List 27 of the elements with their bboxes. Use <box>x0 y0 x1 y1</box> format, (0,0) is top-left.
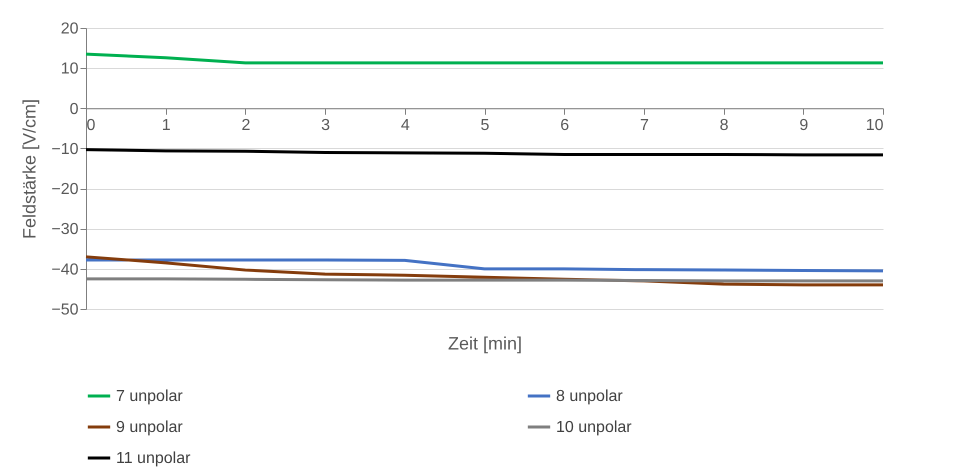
x-tick-label: 3 <box>321 116 330 134</box>
x-tick-label: 6 <box>560 116 570 134</box>
x-tick-label: 2 <box>241 116 250 134</box>
y-tick-label: 20 <box>60 20 79 38</box>
x-axis-title: Zeit [min] <box>448 334 522 354</box>
x-tick-label: 8 <box>720 116 729 134</box>
y-tick-label: −30 <box>51 221 79 238</box>
legend-label: 11 unpolar <box>116 450 192 467</box>
legend-label: 7 unpolar <box>116 388 184 405</box>
y-tick-label: −10 <box>51 140 79 158</box>
x-tick-label: 7 <box>640 116 649 134</box>
x-tick-label: 1 <box>162 116 171 134</box>
line-series <box>84 258 884 272</box>
y-axis-title: Feldstärke [V/cm] <box>19 98 40 240</box>
legend-label: 10 unpolar <box>556 419 632 436</box>
x-tick-label: 0 <box>86 116 96 134</box>
x-tick-label: 4 <box>400 116 410 134</box>
y-tick-label: −20 <box>51 181 79 198</box>
legend-label: 8 unpolar <box>556 388 624 405</box>
x-tick-label: 5 <box>480 116 490 134</box>
y-tick-label: −50 <box>51 302 79 318</box>
y-tick-label: −40 <box>51 261 79 278</box>
x-tick-label: 9 <box>799 116 808 134</box>
y-tick-label: 0 <box>70 100 79 118</box>
x-tick-label: 10 <box>866 116 884 134</box>
legend-label: 9 unpolar <box>116 419 184 436</box>
y-tick-label: 10 <box>60 60 79 78</box>
